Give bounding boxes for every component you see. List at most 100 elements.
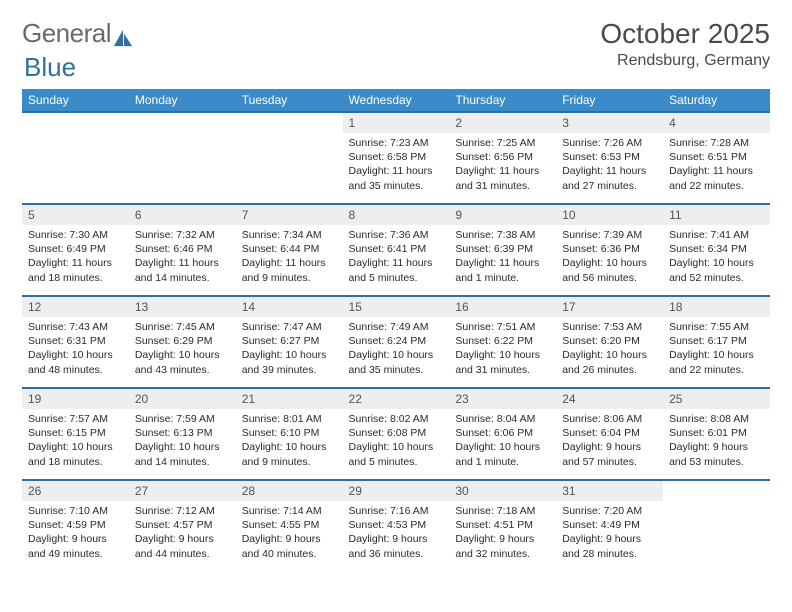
sunrise-line: Sunrise: 7:20 AM: [562, 504, 657, 518]
calendar-day-cell: 15Sunrise: 7:49 AMSunset: 6:24 PMDayligh…: [343, 296, 450, 388]
calendar-day-cell: 28Sunrise: 7:14 AMSunset: 4:55 PMDayligh…: [236, 480, 343, 572]
sunset-line: Sunset: 4:59 PM: [28, 518, 123, 532]
daylight-line: Daylight: 10 hours and 22 minutes.: [669, 348, 764, 376]
day-number: 11: [663, 205, 770, 225]
calendar-week-row: 26Sunrise: 7:10 AMSunset: 4:59 PMDayligh…: [22, 480, 770, 572]
sunrise-line: Sunrise: 8:04 AM: [455, 412, 550, 426]
calendar-week-row: 5Sunrise: 7:30 AMSunset: 6:49 PMDaylight…: [22, 204, 770, 296]
calendar-body: 1Sunrise: 7:23 AMSunset: 6:58 PMDaylight…: [22, 112, 770, 572]
daylight-line: Daylight: 11 hours and 1 minute.: [455, 256, 550, 284]
calendar-day-cell: 3Sunrise: 7:26 AMSunset: 6:53 PMDaylight…: [556, 112, 663, 204]
daylight-line: Daylight: 10 hours and 26 minutes.: [562, 348, 657, 376]
daylight-line: Daylight: 11 hours and 9 minutes.: [242, 256, 337, 284]
sunrise-line: Sunrise: 7:25 AM: [455, 136, 550, 150]
sunrise-line: Sunrise: 7:41 AM: [669, 228, 764, 242]
day-number: 24: [556, 389, 663, 409]
day-number: 25: [663, 389, 770, 409]
day-body: Sunrise: 7:57 AMSunset: 6:15 PMDaylight:…: [22, 409, 129, 473]
sunset-line: Sunset: 6:58 PM: [349, 150, 444, 164]
calendar-header-row: SundayMondayTuesdayWednesdayThursdayFrid…: [22, 89, 770, 112]
day-number: 19: [22, 389, 129, 409]
sunrise-line: Sunrise: 7:51 AM: [455, 320, 550, 334]
day-number: 27: [129, 481, 236, 501]
sunset-line: Sunset: 4:51 PM: [455, 518, 550, 532]
daylight-line: Daylight: 10 hours and 14 minutes.: [135, 440, 230, 468]
day-body: Sunrise: 7:36 AMSunset: 6:41 PMDaylight:…: [343, 225, 450, 289]
calendar-day-cell: 19Sunrise: 7:57 AMSunset: 6:15 PMDayligh…: [22, 388, 129, 480]
sunset-line: Sunset: 6:06 PM: [455, 426, 550, 440]
sunrise-line: Sunrise: 8:08 AM: [669, 412, 764, 426]
weekday-header: Friday: [556, 89, 663, 112]
day-number: 20: [129, 389, 236, 409]
daylight-line: Daylight: 11 hours and 35 minutes.: [349, 164, 444, 192]
day-body: Sunrise: 7:41 AMSunset: 6:34 PMDaylight:…: [663, 225, 770, 289]
calendar-week-row: 1Sunrise: 7:23 AMSunset: 6:58 PMDaylight…: [22, 112, 770, 204]
daylight-line: Daylight: 9 hours and 36 minutes.: [349, 532, 444, 560]
day-body: Sunrise: 7:20 AMSunset: 4:49 PMDaylight:…: [556, 501, 663, 565]
weekday-header: Saturday: [663, 89, 770, 112]
calendar-day-cell: 1Sunrise: 7:23 AMSunset: 6:58 PMDaylight…: [343, 112, 450, 204]
sunrise-line: Sunrise: 7:57 AM: [28, 412, 123, 426]
sunset-line: Sunset: 6:04 PM: [562, 426, 657, 440]
sunset-line: Sunset: 6:44 PM: [242, 242, 337, 256]
daylight-line: Daylight: 11 hours and 18 minutes.: [28, 256, 123, 284]
calendar-day-cell: 31Sunrise: 7:20 AMSunset: 4:49 PMDayligh…: [556, 480, 663, 572]
day-body: Sunrise: 7:38 AMSunset: 6:39 PMDaylight:…: [449, 225, 556, 289]
sunset-line: Sunset: 6:36 PM: [562, 242, 657, 256]
daylight-line: Daylight: 9 hours and 32 minutes.: [455, 532, 550, 560]
sunrise-line: Sunrise: 8:02 AM: [349, 412, 444, 426]
location: Rendsburg, Germany: [600, 52, 770, 70]
day-body: Sunrise: 7:30 AMSunset: 6:49 PMDaylight:…: [22, 225, 129, 289]
day-number: 16: [449, 297, 556, 317]
day-number: 14: [236, 297, 343, 317]
sunrise-line: Sunrise: 7:12 AM: [135, 504, 230, 518]
day-body: Sunrise: 7:18 AMSunset: 4:51 PMDaylight:…: [449, 501, 556, 565]
sail-icon: [112, 24, 134, 44]
sunset-line: Sunset: 6:17 PM: [669, 334, 764, 348]
sunrise-line: Sunrise: 7:49 AM: [349, 320, 444, 334]
sunset-line: Sunset: 6:56 PM: [455, 150, 550, 164]
sunrise-line: Sunrise: 7:23 AM: [349, 136, 444, 150]
day-number: 22: [343, 389, 450, 409]
daylight-line: Daylight: 10 hours and 43 minutes.: [135, 348, 230, 376]
daylight-line: Daylight: 10 hours and 31 minutes.: [455, 348, 550, 376]
sunrise-line: Sunrise: 7:59 AM: [135, 412, 230, 426]
day-body: Sunrise: 8:04 AMSunset: 6:06 PMDaylight:…: [449, 409, 556, 473]
calendar-day-cell: 5Sunrise: 7:30 AMSunset: 6:49 PMDaylight…: [22, 204, 129, 296]
calendar-day-cell: [236, 112, 343, 204]
weekday-header: Monday: [129, 89, 236, 112]
sunset-line: Sunset: 4:53 PM: [349, 518, 444, 532]
day-body: Sunrise: 7:34 AMSunset: 6:44 PMDaylight:…: [236, 225, 343, 289]
calendar-day-cell: 20Sunrise: 7:59 AMSunset: 6:13 PMDayligh…: [129, 388, 236, 480]
sunset-line: Sunset: 6:49 PM: [28, 242, 123, 256]
day-body: Sunrise: 7:25 AMSunset: 6:56 PMDaylight:…: [449, 133, 556, 197]
weekday-header: Wednesday: [343, 89, 450, 112]
daylight-line: Daylight: 10 hours and 35 minutes.: [349, 348, 444, 376]
calendar-day-cell: 6Sunrise: 7:32 AMSunset: 6:46 PMDaylight…: [129, 204, 236, 296]
weekday-header: Tuesday: [236, 89, 343, 112]
sunrise-line: Sunrise: 7:26 AM: [562, 136, 657, 150]
day-number: 10: [556, 205, 663, 225]
daylight-line: Daylight: 10 hours and 39 minutes.: [242, 348, 337, 376]
calendar-day-cell: [129, 112, 236, 204]
calendar-day-cell: 26Sunrise: 7:10 AMSunset: 4:59 PMDayligh…: [22, 480, 129, 572]
calendar-day-cell: 18Sunrise: 7:55 AMSunset: 6:17 PMDayligh…: [663, 296, 770, 388]
daylight-line: Daylight: 9 hours and 44 minutes.: [135, 532, 230, 560]
weekday-header: Sunday: [22, 89, 129, 112]
day-body: Sunrise: 7:49 AMSunset: 6:24 PMDaylight:…: [343, 317, 450, 381]
sunset-line: Sunset: 6:10 PM: [242, 426, 337, 440]
day-body: Sunrise: 7:28 AMSunset: 6:51 PMDaylight:…: [663, 133, 770, 197]
day-number: 28: [236, 481, 343, 501]
sunrise-line: Sunrise: 7:10 AM: [28, 504, 123, 518]
calendar-day-cell: 25Sunrise: 8:08 AMSunset: 6:01 PMDayligh…: [663, 388, 770, 480]
daylight-line: Daylight: 9 hours and 28 minutes.: [562, 532, 657, 560]
daylight-line: Daylight: 11 hours and 27 minutes.: [562, 164, 657, 192]
sunset-line: Sunset: 6:22 PM: [455, 334, 550, 348]
day-body: Sunrise: 7:32 AMSunset: 6:46 PMDaylight:…: [129, 225, 236, 289]
sunrise-line: Sunrise: 7:53 AM: [562, 320, 657, 334]
sunrise-line: Sunrise: 7:28 AM: [669, 136, 764, 150]
day-body: Sunrise: 7:47 AMSunset: 6:27 PMDaylight:…: [236, 317, 343, 381]
sunrise-line: Sunrise: 7:45 AM: [135, 320, 230, 334]
day-body: Sunrise: 7:45 AMSunset: 6:29 PMDaylight:…: [129, 317, 236, 381]
day-body: Sunrise: 7:55 AMSunset: 6:17 PMDaylight:…: [663, 317, 770, 381]
